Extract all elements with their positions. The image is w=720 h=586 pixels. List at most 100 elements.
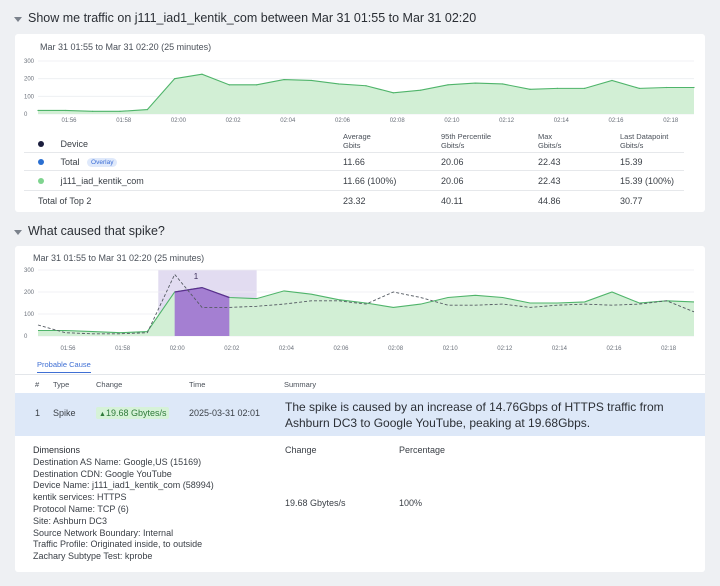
- row-p95: 20.06: [441, 157, 464, 167]
- cause-col-type: Type: [53, 380, 70, 389]
- y-tick-label: 300: [24, 268, 35, 274]
- collapse-caret-icon[interactable]: [14, 229, 22, 235]
- data-point: [365, 85, 367, 87]
- x-tick-label: 01:56: [60, 346, 76, 352]
- percentage-value: 100%: [399, 498, 423, 508]
- row-last: 15.39: [620, 157, 643, 167]
- x-tick-label: 02:08: [390, 118, 406, 124]
- data-point: [556, 87, 558, 89]
- col-header-last: Last Datapoint Gbits/s: [620, 132, 669, 150]
- x-tick-label: 01:56: [61, 118, 77, 124]
- cause-col-time: Time: [189, 380, 206, 389]
- x-tick-label: 02:06: [333, 346, 349, 352]
- change-header: Change: [285, 445, 317, 455]
- x-tick-label: 02:00: [171, 118, 187, 124]
- total-p95: 40.11: [441, 196, 463, 206]
- spike-marker-label: 1: [194, 272, 199, 281]
- spike-chart[interactable]: 300 200 100 0 01:56 01:58 02:00 02:02 02:04 02:06…: [0, 264, 720, 354]
- x-tick-label: 02:02: [224, 346, 240, 352]
- section-spike-header[interactable]: What caused that spike?: [14, 224, 165, 238]
- traffic-time-range: Mar 31 01:55 to Mar 31 02:20 (25 minutes…: [40, 42, 212, 52]
- x-tick-label: 02:14: [554, 118, 570, 124]
- actual-line: [38, 287, 695, 334]
- row-name: Total: [60, 157, 80, 167]
- dimension-item: Destination CDN: Google YouTube: [33, 468, 172, 479]
- dimension-item: Source Network Boundary: Internal: [33, 527, 174, 538]
- dimension-item: Device Name: j111_iad1_kentik_com (58994…: [33, 480, 214, 491]
- col-header-95th: 95th Percentile Gbits/s: [441, 132, 492, 150]
- data-point: [256, 84, 258, 86]
- actual-area: [38, 287, 694, 336]
- collapse-caret-icon[interactable]: [14, 16, 22, 22]
- y-tick-label: 200: [24, 290, 35, 296]
- x-tick-label: 02:14: [552, 346, 568, 352]
- row-avg: 11.66 (100%): [343, 176, 397, 186]
- y-tick-label: 300: [24, 59, 35, 65]
- table-row[interactable]: j111_iad_kentik_com: [38, 176, 144, 186]
- data-point: [119, 110, 121, 112]
- data-point: [283, 78, 285, 81]
- x-tick-label: 02:16: [608, 118, 624, 124]
- x-tick-label: 02:04: [279, 346, 295, 352]
- cause-col-num: #: [35, 380, 40, 389]
- spike-area: [174, 287, 230, 336]
- cause-summary: The spike is caused by an increase of 14…: [285, 400, 664, 430]
- y-tick-label: 100: [24, 94, 35, 100]
- data-point: [584, 87, 586, 89]
- traffic-chart[interactable]: 300 200 100 0 01:56 01:58 02:00 02:02 02:04 02:06…: [0, 50, 720, 180]
- expected-line: [37, 273, 695, 335]
- x-tick-label: 02:18: [661, 346, 677, 352]
- data-point: [392, 92, 394, 94]
- row-max: 22.43: [538, 157, 561, 167]
- data-point: [502, 83, 504, 85]
- divider: [24, 170, 684, 171]
- divider: [15, 374, 705, 375]
- data-point: [420, 89, 422, 91]
- series-color-dot-icon: [38, 159, 44, 165]
- x-tick-label: 02:12: [499, 118, 515, 124]
- row-last: 15.39 (100%): [620, 176, 675, 186]
- col-header-max: Max Gbits/s: [538, 132, 562, 150]
- data-point: [201, 73, 203, 75]
- cause-time: 2025-03-31 02:01: [189, 408, 261, 418]
- y-tick-label: 0: [24, 334, 28, 340]
- dimensions-title: Dimensions: [33, 445, 81, 455]
- x-tick-label: 02:16: [606, 346, 622, 352]
- device-header-row: Device: [38, 139, 88, 149]
- data-point: [693, 86, 695, 89]
- data-point: [666, 86, 668, 89]
- row-max: 22.43: [538, 176, 561, 186]
- dimension-item: Site: Ashburn DC3: [33, 515, 108, 526]
- section-traffic-header[interactable]: Show me traffic on j111_iad1_kentik_com …: [14, 11, 476, 25]
- row-avg: 11.66: [343, 157, 365, 167]
- data-point: [174, 78, 176, 80]
- dimension-item: Destination AS Name: Google,US (15169): [33, 456, 202, 467]
- traffic-card: [15, 34, 705, 212]
- data-point: [310, 79, 312, 82]
- dimension-item: kentik services: HTTPS: [33, 492, 127, 503]
- divider: [24, 152, 684, 153]
- series-area: [38, 74, 694, 114]
- dimensions-list: Dimensions Destination AS Name: Google,U…: [33, 445, 214, 563]
- device-dot-icon: [38, 141, 44, 147]
- x-tick-label: 02:06: [335, 118, 351, 124]
- section-spike-title: What caused that spike?: [28, 224, 165, 238]
- data-point: [228, 84, 230, 86]
- tab-probable-cause[interactable]: Probable Cause: [37, 360, 91, 373]
- dimension-item: Protocol Name: TCP (6): [33, 503, 129, 514]
- data-point: [338, 83, 340, 85]
- row-p95: 20.06: [441, 176, 464, 186]
- x-tick-label: 01:58: [115, 346, 131, 352]
- data-point: [64, 109, 66, 112]
- total-avg: 23.32: [343, 196, 366, 206]
- change-value: 19.68 Gbytes/s: [285, 498, 346, 508]
- x-tick-label: 02:10: [444, 118, 460, 124]
- data-point: [146, 108, 148, 111]
- x-tick-label: 02:04: [280, 118, 296, 124]
- cause-change-value: 19.68 Gbytes/s: [105, 408, 167, 418]
- data-point: [474, 82, 476, 84]
- cause-num: 1: [35, 408, 41, 418]
- total-max: 44.86: [538, 196, 561, 206]
- table-row[interactable]: Total Overlay: [38, 157, 118, 167]
- change-pill: ▲19.68 Gbytes/s: [96, 407, 170, 419]
